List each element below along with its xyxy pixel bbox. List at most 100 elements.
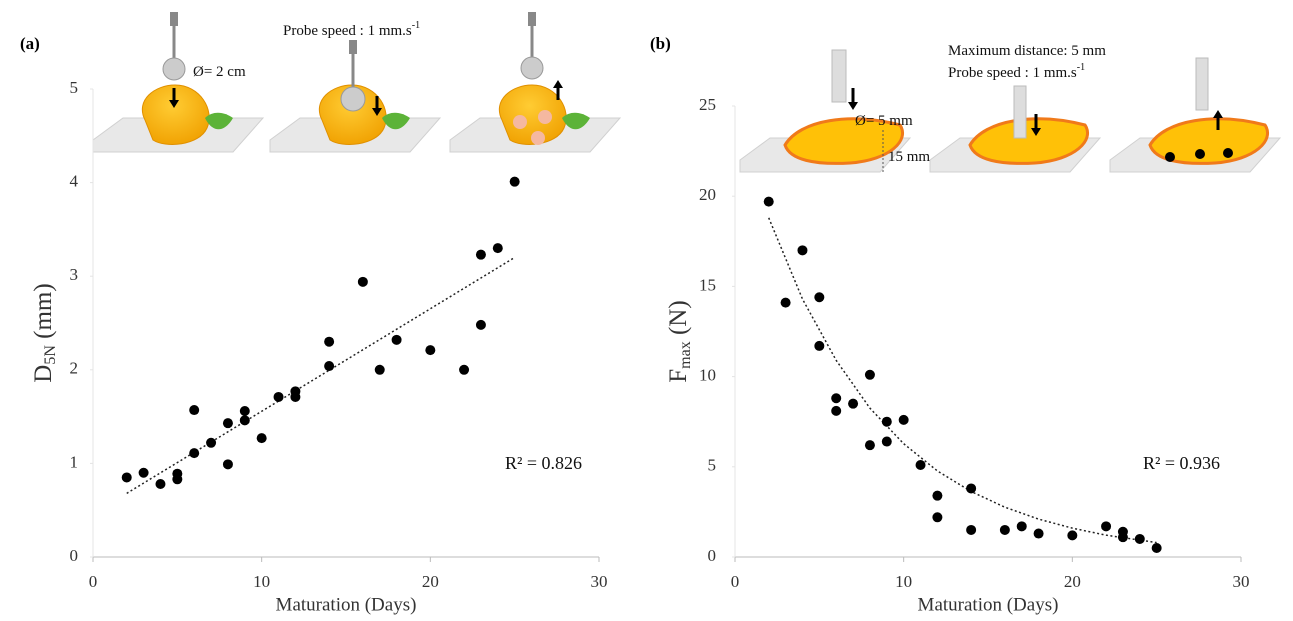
point (915, 459, 926, 470)
illustrations-b (739, 49, 1281, 173)
y-label-main: F (665, 369, 692, 383)
point (1101, 521, 1112, 532)
y-tick-label: 1 (70, 452, 79, 471)
annotation: Ø= 5 mm (855, 113, 913, 129)
point (1016, 521, 1027, 532)
y-tick-label: 0 (708, 546, 717, 565)
point (189, 448, 200, 459)
y-label-sub: max (677, 341, 694, 369)
point (780, 297, 791, 308)
point (999, 524, 1010, 535)
annotation: Probe speed : 1 mm.s-1 (283, 20, 420, 39)
point (1134, 533, 1145, 544)
point (459, 364, 470, 375)
annotation-text: R² = 0.826 (505, 453, 582, 473)
x-tick-label: 30 (591, 572, 608, 591)
y-axis-label: Fmax (N) (665, 300, 694, 382)
point (256, 433, 267, 444)
x-tick-label: 10 (895, 572, 912, 591)
x-axis-label: Maturation (Days) (276, 594, 417, 615)
point (932, 490, 943, 501)
point (172, 474, 183, 485)
x-tick-label: 20 (1064, 572, 1081, 591)
point (273, 391, 284, 402)
x-tick-label: 0 (731, 572, 740, 591)
y-tick-label: 2 (70, 359, 79, 378)
point (831, 405, 842, 416)
point (121, 472, 132, 483)
point (898, 414, 909, 425)
annotation: R² = 0.936 (1143, 453, 1220, 473)
y-tick-label: 0 (70, 546, 79, 565)
annotation: Ø= 2 cm (193, 64, 246, 80)
annotation-text: Probe speed : 1 mm.s (283, 23, 412, 39)
annotation-text: Ø= 2 cm (193, 64, 246, 80)
point (814, 340, 825, 351)
x-tick-label: 20 (422, 572, 439, 591)
point (391, 334, 402, 345)
point (155, 478, 166, 489)
y-tick-label: 4 (70, 172, 79, 191)
annotation: Maximum distance: 5 mm (948, 43, 1106, 59)
point (814, 292, 825, 303)
point (864, 369, 875, 380)
x-tick-label: 0 (89, 572, 98, 591)
y-tick-label: 15 (699, 275, 716, 294)
y-label-unit: (N) (665, 300, 692, 341)
point (966, 483, 977, 494)
point (475, 319, 486, 330)
point (831, 393, 842, 404)
point (475, 249, 486, 260)
y-tick-label: 5 (708, 456, 717, 475)
point (239, 405, 250, 416)
y-tick-label: 5 (70, 78, 79, 97)
y-axis-label: D5N (mm) (30, 283, 59, 382)
point (763, 196, 774, 207)
point (290, 391, 301, 402)
annotation: R² = 0.826 (505, 453, 582, 473)
trendline (126, 256, 516, 494)
point (425, 345, 436, 356)
x-tick-label: 10 (253, 572, 270, 591)
point (1033, 528, 1044, 539)
x-axis-label: Maturation (Days) (918, 594, 1059, 615)
point (324, 336, 335, 347)
point (324, 361, 335, 372)
illustrations-a (92, 12, 621, 153)
point (1117, 532, 1128, 543)
point (881, 436, 892, 447)
point (1151, 542, 1162, 553)
trendline (768, 217, 1157, 544)
y-label-unit: (mm) (30, 283, 57, 345)
point (374, 364, 385, 375)
panel-label: (b) (650, 34, 671, 53)
point (881, 416, 892, 427)
point (864, 440, 875, 451)
annotation-text: R² = 0.936 (1143, 453, 1220, 473)
point (138, 467, 149, 478)
annotation-sup: -1 (412, 20, 420, 31)
y-tick-label: 20 (699, 185, 716, 204)
point (239, 415, 250, 426)
annotation: 15 mm (888, 149, 930, 165)
point (206, 437, 217, 448)
point (222, 418, 233, 429)
y-label-sub: 5N (42, 345, 59, 365)
annotation-text: Ø= 5 mm (855, 113, 913, 129)
annotation-sup: -1 (1077, 62, 1085, 73)
annotation-text: 15 mm (888, 149, 930, 165)
point (509, 176, 520, 187)
point (797, 245, 808, 256)
point (357, 276, 368, 287)
point (966, 524, 977, 535)
point (492, 243, 503, 254)
y-tick-label: 3 (70, 265, 79, 284)
y-label-main: D (30, 365, 57, 383)
annotation: Probe speed : 1 mm.s-1 (948, 62, 1085, 81)
annotation-text: Probe speed : 1 mm.s (948, 65, 1077, 81)
y-tick-label: 25 (699, 95, 716, 114)
point (932, 512, 943, 523)
point (848, 398, 859, 409)
y-tick-label: 10 (699, 366, 716, 385)
